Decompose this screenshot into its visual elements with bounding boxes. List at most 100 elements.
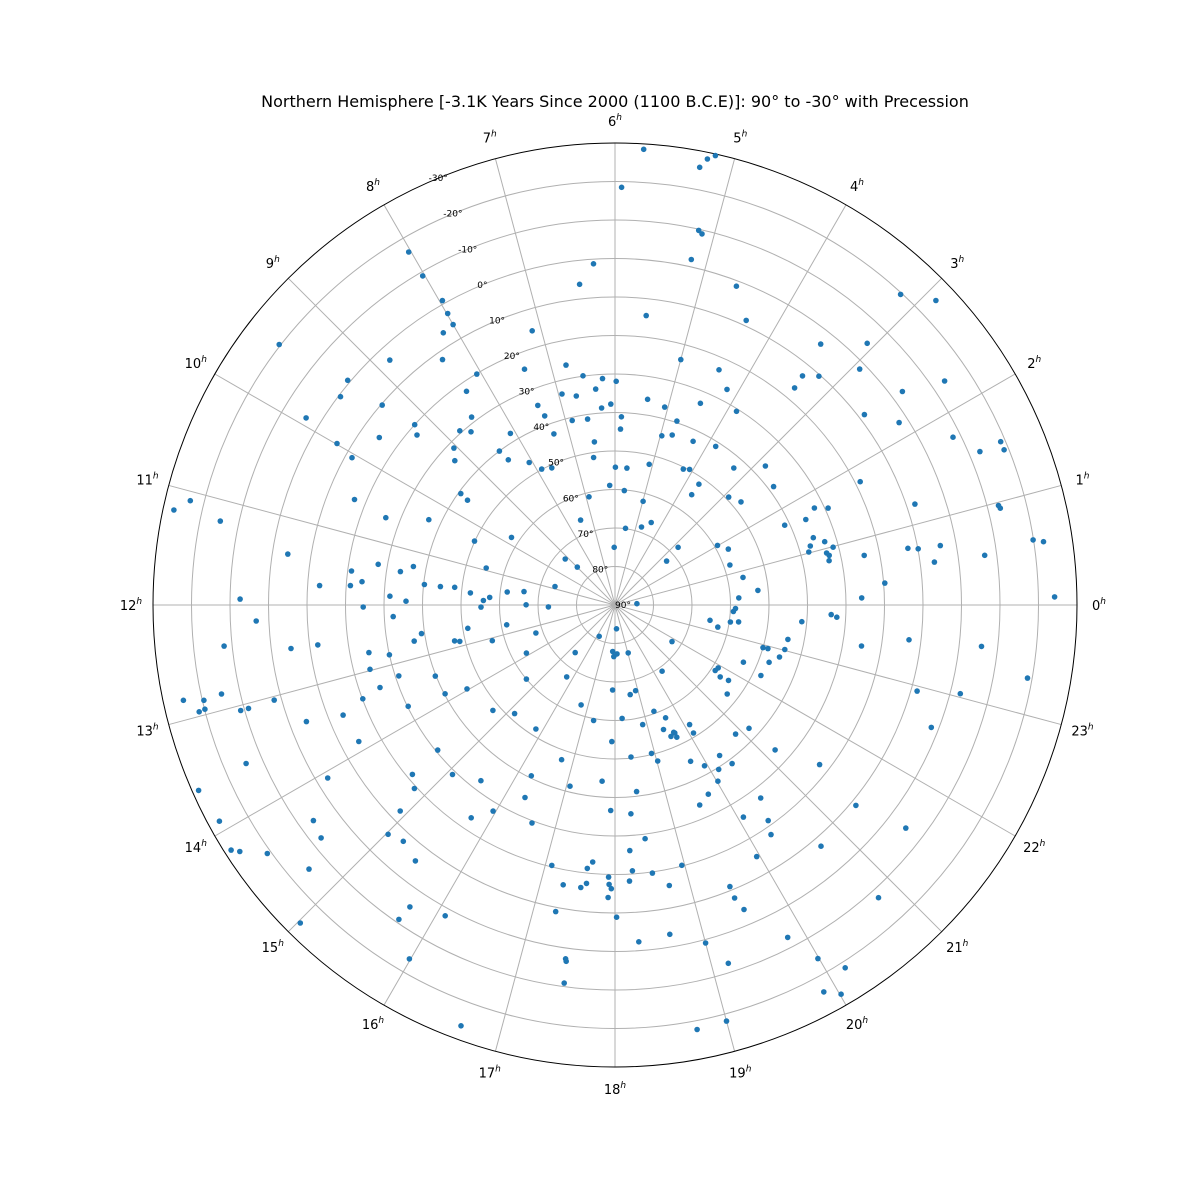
star-point: [830, 544, 836, 550]
star-point: [611, 544, 617, 551]
star-point: [558, 756, 565, 763]
star-point: [1001, 447, 1007, 453]
star-point: [838, 991, 844, 997]
star-point: [825, 505, 831, 511]
dec-tick-label: 90°: [615, 601, 631, 611]
star-point: [599, 375, 606, 382]
hour-tick-label: 16h: [362, 1016, 385, 1033]
hour-grid-spoke: [614, 484, 1062, 606]
hour-grid-spoke: [214, 373, 616, 606]
star-point: [640, 498, 646, 505]
hour-grid-spoke: [614, 158, 736, 606]
star-point: [340, 712, 346, 718]
star-point: [526, 459, 532, 466]
star-point: [529, 328, 535, 334]
star-point: [772, 747, 778, 753]
star-point: [715, 624, 721, 630]
star-point: [957, 690, 964, 697]
hour-tick-label: 1h: [1076, 472, 1090, 489]
star-point: [697, 400, 704, 407]
star-point: [451, 584, 458, 591]
star-point: [458, 1023, 464, 1029]
star-point: [451, 638, 458, 644]
star-point: [545, 604, 552, 610]
star-point: [397, 568, 404, 575]
star-point: [903, 825, 909, 831]
star-point: [605, 894, 611, 901]
star-point: [765, 645, 771, 652]
star-point: [799, 373, 806, 379]
star-point: [505, 457, 512, 463]
star-point: [468, 815, 475, 821]
hour-tick-label: 13h: [136, 722, 159, 739]
star-point: [915, 546, 921, 552]
star-point: [608, 885, 615, 892]
star-point: [201, 697, 207, 704]
star-point: [237, 848, 243, 855]
star-point: [861, 411, 868, 418]
hour-grid-spoke: [614, 373, 1016, 606]
star-point: [465, 625, 471, 632]
star-point: [400, 838, 407, 845]
star-point: [696, 481, 702, 488]
hour-grid-spoke: [287, 604, 616, 933]
star-point: [690, 730, 697, 736]
star-point: [770, 483, 777, 490]
star-point: [634, 600, 640, 607]
star-point: [732, 731, 739, 737]
dec-tick-label: 30°: [519, 388, 535, 398]
star-point: [444, 310, 451, 317]
star-point: [297, 920, 304, 926]
star-point: [464, 497, 471, 504]
hour-tick-label: 11h: [136, 472, 159, 489]
dec-tick-label: -10°: [458, 245, 477, 255]
star-point: [439, 356, 446, 363]
star-point: [411, 638, 418, 644]
star-point: [614, 651, 620, 657]
star-point: [196, 709, 202, 715]
hour-tick-label: 17h: [479, 1065, 502, 1082]
dec-tick-label: 0°: [477, 281, 487, 291]
star-point: [933, 297, 939, 304]
star-point: [727, 883, 733, 890]
star-point: [668, 733, 674, 740]
star-point: [303, 415, 309, 421]
star-point: [549, 862, 555, 869]
star-point: [376, 434, 383, 441]
dec-tick-label: 80°: [592, 565, 608, 575]
polar-grid: [152, 142, 1078, 1068]
star-point: [606, 482, 613, 489]
star-point: [725, 546, 732, 552]
star-point: [648, 750, 655, 757]
hour-tick-label: 0h: [1092, 597, 1106, 614]
star-point: [636, 939, 642, 945]
star-point: [471, 538, 478, 544]
star-point: [727, 619, 734, 625]
star-point: [590, 717, 597, 724]
dec-tick-label: 40°: [533, 423, 549, 433]
star-point: [725, 677, 732, 684]
star-point: [437, 583, 444, 590]
star-point: [195, 787, 202, 794]
hour-grid-spoke: [614, 277, 943, 606]
star-point: [823, 550, 830, 556]
star-point: [187, 497, 194, 504]
star-point: [828, 611, 834, 618]
star-point: [782, 646, 788, 653]
star-point: [407, 904, 413, 910]
star-point: [1030, 537, 1036, 543]
star-point: [592, 386, 599, 392]
star-point: [858, 643, 865, 649]
star-point: [702, 940, 709, 946]
star-point: [467, 590, 474, 596]
star-point: [695, 227, 702, 234]
hour-tick-label: 23h: [1071, 722, 1094, 739]
star-point: [714, 542, 721, 549]
star-point: [624, 465, 630, 471]
hour-tick-label: 19h: [729, 1065, 752, 1082]
star-point: [264, 850, 271, 857]
star-point: [696, 164, 703, 171]
star-point: [503, 622, 510, 628]
star-point: [276, 341, 283, 348]
star-point: [675, 544, 681, 551]
